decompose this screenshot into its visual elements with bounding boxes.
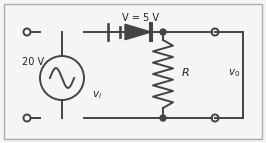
Text: V = 5 V: V = 5 V [122, 13, 159, 23]
Circle shape [160, 115, 166, 121]
Circle shape [160, 29, 166, 35]
Polygon shape [125, 24, 151, 40]
Text: $v_i$: $v_i$ [92, 89, 102, 101]
Text: 20 V: 20 V [22, 57, 44, 67]
Text: R: R [182, 68, 190, 78]
Text: $v_0$: $v_0$ [228, 67, 240, 79]
